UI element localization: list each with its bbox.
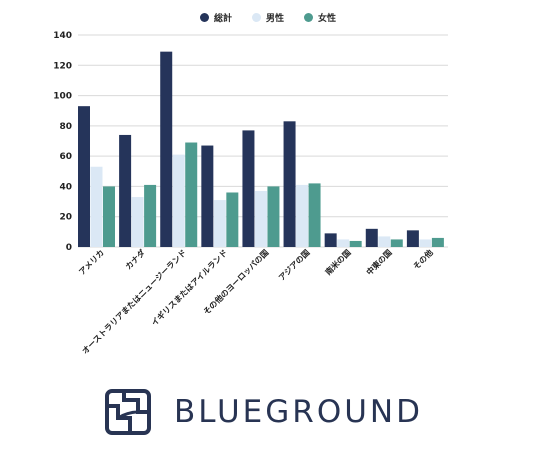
blueground-logo-text: BLUEGROUND	[174, 394, 423, 430]
y-tick-label-5: 100	[53, 92, 72, 102]
bar-2-4	[267, 186, 280, 247]
y-tick-label-7: 140	[53, 31, 72, 41]
x-tick-label-1: カナダ	[123, 247, 147, 271]
bar-1-4	[254, 190, 267, 247]
bar-0-7	[365, 228, 378, 247]
bar-1-0	[90, 166, 103, 247]
bar-1-3	[213, 200, 226, 247]
x-tick-label-8: その他	[411, 247, 435, 271]
bar-1-5	[296, 184, 309, 247]
legend-label-0: 総計	[213, 14, 232, 24]
bar-1-2	[172, 154, 185, 247]
bar-1-1	[131, 197, 144, 247]
x-tick-label-7: 中東の国	[364, 247, 394, 277]
bar-2-1	[144, 184, 157, 247]
bar-1-7	[378, 236, 391, 247]
y-tick-label-3: 60	[59, 152, 72, 162]
bar-1-6	[337, 239, 350, 247]
legend-swatch-2	[304, 13, 313, 22]
y-tick-label-4: 80	[59, 122, 72, 132]
bar-0-2	[160, 51, 173, 248]
bar-0-8	[406, 230, 419, 247]
y-tick-label-2: 40	[59, 182, 72, 192]
bar-2-2	[185, 142, 198, 247]
bar-0-6	[324, 233, 337, 247]
legend-swatch-1	[251, 13, 261, 22]
legend-label-2: 女性	[318, 14, 337, 24]
blueground-logo-icon	[105, 389, 151, 435]
bar-2-7	[390, 239, 403, 247]
legend-swatch-0	[199, 13, 209, 22]
bar-0-4	[242, 130, 255, 247]
bar-2-8	[431, 237, 444, 247]
x-tick-label-4: その他のヨーロッパの国	[201, 247, 270, 316]
bar-0-0	[78, 106, 90, 248]
x-tick-label-6: 南米の国	[323, 247, 353, 277]
legend-item-2: 女性	[304, 11, 336, 24]
x-tick-label-3: イギリスまたはアイルランド	[149, 247, 229, 327]
legend-item-0: 総計	[199, 11, 232, 24]
chart-legend: 総計 男性 女性	[0, 11, 536, 24]
y-tick-label-0: 0	[66, 243, 72, 253]
y-tick-label-6: 120	[53, 61, 72, 71]
legend-label-1: 男性	[265, 14, 284, 24]
y-tick-label-1: 20	[59, 213, 72, 223]
bar-0-5	[283, 121, 296, 247]
x-tick-label-5: アジアの国	[276, 247, 311, 282]
blueground-logo: BLUEGROUND	[104, 388, 423, 436]
bar-1-8	[419, 239, 432, 247]
x-tick-label-0: アメリカ	[77, 248, 106, 277]
bar-2-5	[308, 183, 321, 247]
bar-0-1	[119, 134, 132, 247]
bar-2-3	[226, 192, 239, 247]
bar-0-3	[201, 145, 214, 247]
legend-item-1: 男性	[251, 11, 284, 24]
bar-2-6	[349, 240, 362, 247]
bar-2-0	[103, 186, 115, 247]
